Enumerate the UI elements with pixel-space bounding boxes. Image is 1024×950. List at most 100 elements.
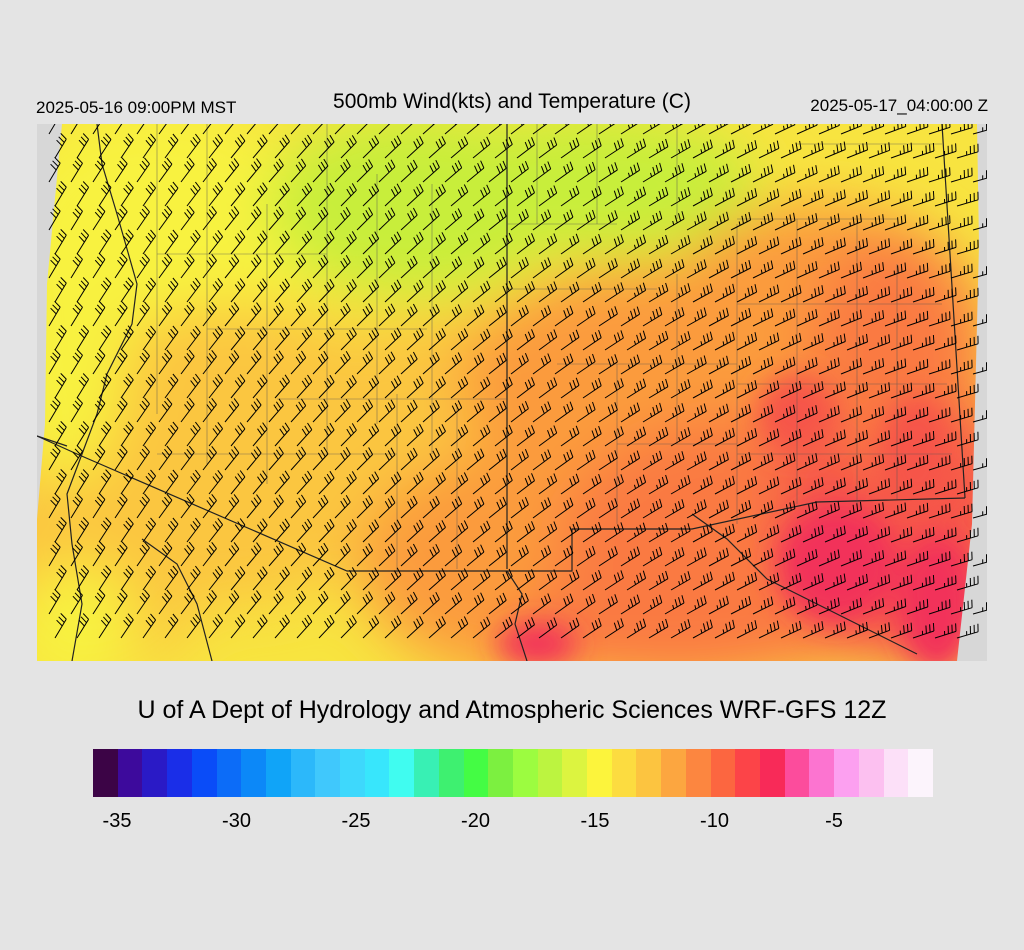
colorbar-swatch [290,749,316,797]
colorbar-swatch [759,749,785,797]
wind-barb [818,213,840,231]
wind-barb [274,134,290,159]
wind-barb [98,373,112,399]
wind-barb [444,400,463,423]
colorbar-swatch [265,749,291,797]
wind-barb [884,124,907,135]
wind-barb [642,546,663,567]
wind-barb [560,137,580,159]
wind-barb [268,302,284,327]
wind-barb [378,255,396,279]
wind-barb [318,422,335,447]
wind-barb [202,205,217,231]
wind-barb [752,356,774,375]
wind-barb [620,210,641,231]
wind-barb [604,378,624,399]
wind-barb [290,206,307,231]
wind-barb [840,405,862,423]
wind-barb [76,325,90,351]
wind-barb [158,205,173,231]
wind-barb [252,566,268,591]
wind-barb [54,613,67,639]
wind-barb [708,163,729,183]
wind-barb [620,546,641,567]
wind-barb [928,167,951,183]
wind-barb [296,422,313,447]
wind-barb [714,235,735,255]
wind-barb [818,453,840,471]
wind-barb [510,545,529,567]
colorbar-tick-label: -20 [461,810,490,832]
wind-barb [334,303,351,327]
colorbar-swatch [562,749,588,797]
wind-barb [730,499,752,519]
wind-barb [708,403,729,423]
wind-barb [824,525,846,543]
wind-barb [186,565,201,591]
wind-barb [730,124,751,135]
wind-barb [334,399,351,423]
wind-barb [604,522,624,543]
wind-barb [186,373,201,399]
wind-barb [312,302,329,327]
wind-barb [890,142,913,159]
wind-barb [378,447,396,471]
wind-barb [868,334,891,351]
wind-barb [796,124,818,135]
wind-barb [48,204,61,231]
wind-barb [714,427,735,447]
wind-barb [884,598,907,615]
wind-barb [780,572,802,591]
wind-barb [516,233,535,255]
wind-barb [620,450,641,471]
wind-barb [494,136,513,159]
wind-barb [510,497,529,519]
wind-barb [906,454,929,471]
wind-barb [626,378,647,399]
wind-barb [598,210,618,231]
wind-barb [362,471,380,495]
wind-barb [466,496,485,519]
wind-barb [384,375,402,399]
wind-barb [884,310,907,327]
wind-barb [76,613,90,639]
wind-barb [450,616,469,639]
wind-barb [428,616,446,639]
wind-barb [444,448,463,471]
wind-barb [648,426,669,447]
wind-barb [450,472,469,495]
wind-barb [906,406,929,423]
wind-barb [472,376,491,399]
wind-barb [202,124,212,135]
wind-barb [422,447,440,471]
wind-barb [186,421,201,447]
wind-barb [802,573,824,591]
wind-barb [912,526,935,543]
colorbar-swatch [364,749,390,797]
wind-barb [620,162,641,183]
wind-barb [384,519,402,543]
wind-barb [76,421,90,447]
wind-barb [576,353,596,375]
wind-barb [48,348,61,375]
wind-barb [466,124,480,135]
wind-barb [818,357,840,375]
wind-barb [488,496,507,519]
wind-barb [208,517,224,543]
wind-barb [950,124,973,135]
wind-barb [802,141,824,159]
wind-barb [846,333,868,351]
wind-barb [356,303,374,327]
wind-barb [378,303,396,327]
wind-barb [582,473,602,495]
wind-barb [736,572,758,591]
wind-barb [824,621,846,639]
wind-barb [164,421,179,447]
wind-barb [576,209,596,231]
wind-barb [890,574,913,591]
wind-barb [406,135,424,159]
wind-barb [472,184,491,207]
wind-barb [450,280,469,303]
wind-barb [884,550,907,567]
wind-barb [274,518,290,543]
